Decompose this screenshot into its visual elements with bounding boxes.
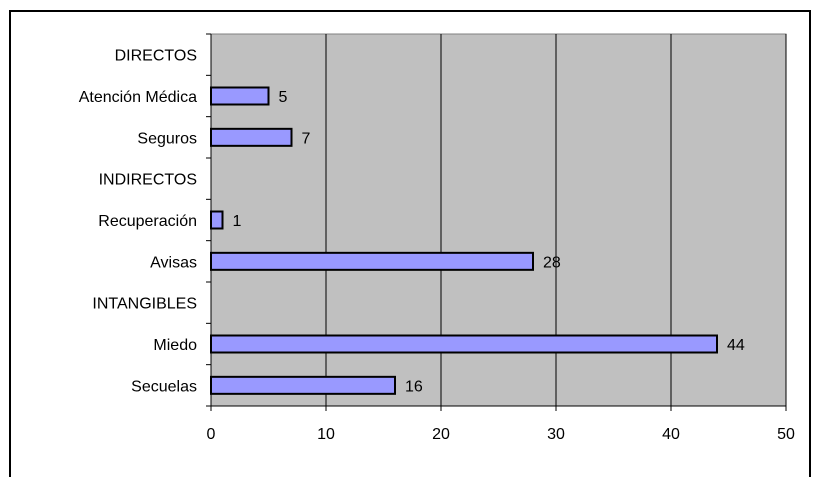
data-label: 5 <box>279 89 288 106</box>
data-label: 1 <box>233 213 242 230</box>
bar <box>210 86 270 106</box>
category-label: Secuelas <box>131 378 197 395</box>
x-tick-label: 20 <box>432 426 450 443</box>
category-label: Miedo <box>153 337 197 354</box>
axes <box>206 33 787 411</box>
category-label: INTANGIBLES <box>92 296 197 313</box>
data-label: 44 <box>727 337 745 354</box>
data-label: 7 <box>302 130 311 147</box>
bar <box>210 375 396 395</box>
x-tick-label: 40 <box>662 426 680 443</box>
bar <box>210 251 534 271</box>
x-tick-label: 50 <box>777 426 795 443</box>
bar <box>210 210 224 230</box>
data-label: 28 <box>543 254 561 271</box>
x-tick-label: 30 <box>547 426 565 443</box>
data-label: 16 <box>405 378 423 395</box>
category-label: INDIRECTOS <box>99 172 197 189</box>
category-label: Recuperación <box>98 213 197 230</box>
category-label: Seguros <box>137 130 197 147</box>
data-labels: 5 7 1 28 44 16 <box>233 89 745 395</box>
bar <box>210 334 718 354</box>
category-label: DIRECTOS <box>115 48 197 65</box>
x-tick-label: 10 <box>317 426 335 443</box>
x-tick-labels: 0 10 20 30 40 50 <box>207 426 795 443</box>
category-labels: DIRECTOS Atención Médica Seguros INDIRECTOS… <box>79 48 197 396</box>
category-label: Avisas <box>150 254 197 271</box>
x-tick-label: 0 <box>207 426 216 443</box>
bar <box>210 127 293 147</box>
category-label: Atención Médica <box>79 89 197 106</box>
